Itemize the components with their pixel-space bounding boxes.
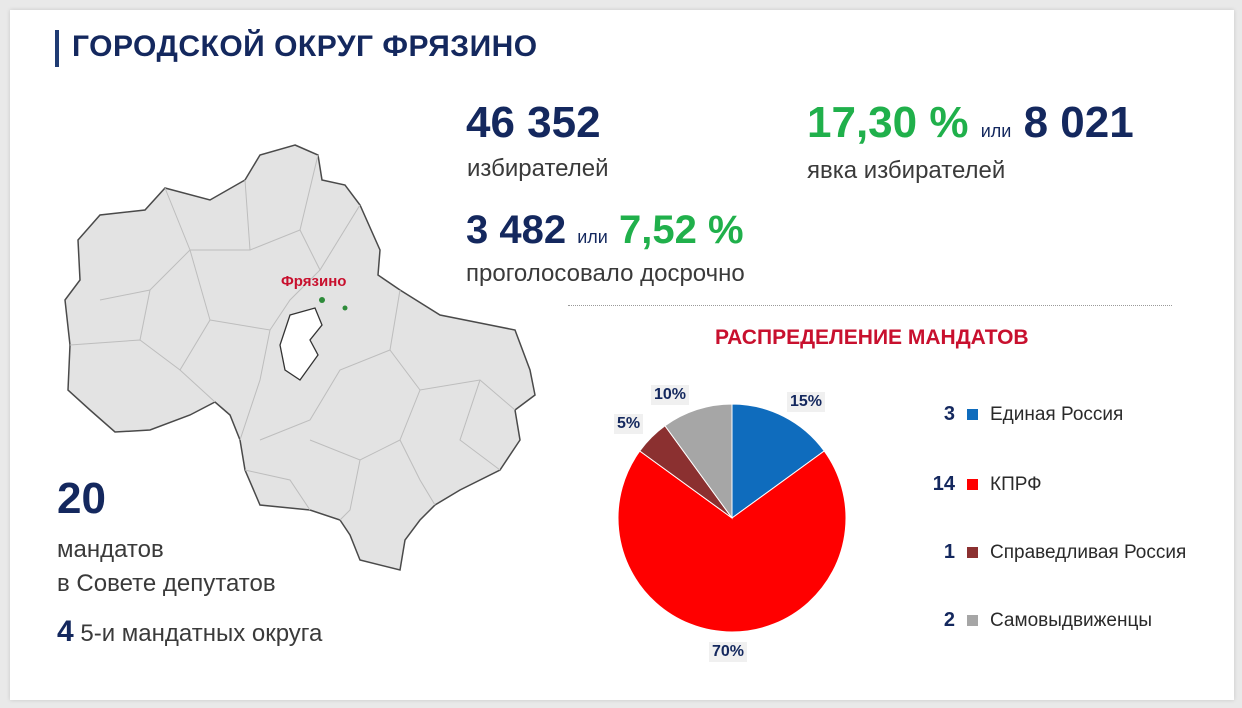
turnout-label: явка избирателей	[807, 157, 1006, 184]
pie-slice-3	[664, 403, 733, 520]
voters-value: 46 352	[466, 98, 601, 147]
page-title: ГОРОДСКОЙ ОКРУГ ФРЯЗИНО	[72, 30, 538, 63]
legend-count: 2	[943, 609, 955, 631]
pie-slice-0	[731, 403, 825, 519]
district-borders	[69, 154, 516, 521]
early-percent: 7,52 %	[618, 208, 744, 252]
early-or: или	[577, 227, 608, 247]
voters-label: избирателей	[467, 155, 609, 182]
moscow-outline	[279, 307, 323, 381]
fryazino-marker	[319, 297, 325, 303]
early-label: проголосовало досрочно	[466, 260, 745, 287]
map-label-fryazino: Фрязино	[281, 273, 347, 290]
legend-label: КПРФ	[990, 473, 1042, 495]
chart-title: РАСПРЕДЕЛЕНИЕ МАНДАТОВ	[715, 326, 1029, 349]
pie-chart	[617, 403, 847, 633]
pie-label-sr: 5%	[614, 414, 644, 434]
legend-swatch	[967, 615, 978, 626]
early-value: 3 482	[466, 208, 567, 252]
pie-label-self: 10%	[651, 385, 690, 405]
legend-swatch	[967, 409, 978, 420]
legend-item-sr: 1 Справедливая Россия	[925, 541, 1186, 564]
title-accent-bar	[55, 30, 59, 67]
early-line: 3 482 или 7,52 %	[466, 208, 744, 253]
legend-swatch	[967, 547, 978, 558]
turnout-or: или	[980, 121, 1012, 141]
mandates-count: 20	[57, 474, 106, 523]
pie-slice-1	[617, 450, 847, 633]
legend-count: 3	[943, 403, 955, 425]
turnout-line: 17,30 % или 8 021	[807, 98, 1134, 148]
legend-count: 14	[932, 473, 955, 495]
mandates-line1: мандатов	[57, 536, 164, 563]
legend-item-self: 2 Самовыдвиженцы	[925, 609, 1152, 632]
turnout-value: 8 021	[1023, 98, 1134, 147]
pie-label-edinaya: 15%	[787, 392, 826, 412]
mandates-line2: в Совете депутатов	[57, 570, 276, 597]
legend-item-edinaya: 3 Единая Россия	[925, 403, 1123, 426]
divider	[568, 305, 1172, 306]
legend-label: Справедливая Россия	[990, 541, 1187, 563]
districts-line: 4 5-и мандатных округа	[57, 615, 322, 649]
legend-label: Самовыдвиженцы	[990, 609, 1152, 631]
pie-label-kprf: 70%	[709, 642, 748, 662]
legend-item-kprf: 14 КПРФ	[925, 473, 1042, 496]
region-map	[64, 144, 536, 571]
districts-count: 4	[57, 615, 74, 648]
legend-swatch	[967, 479, 978, 490]
legend-label: Единая Россия	[990, 403, 1124, 425]
legend-count: 1	[943, 541, 955, 563]
turnout-percent: 17,30 %	[807, 98, 969, 147]
districts-label: 5-и мандатных округа	[80, 620, 323, 647]
